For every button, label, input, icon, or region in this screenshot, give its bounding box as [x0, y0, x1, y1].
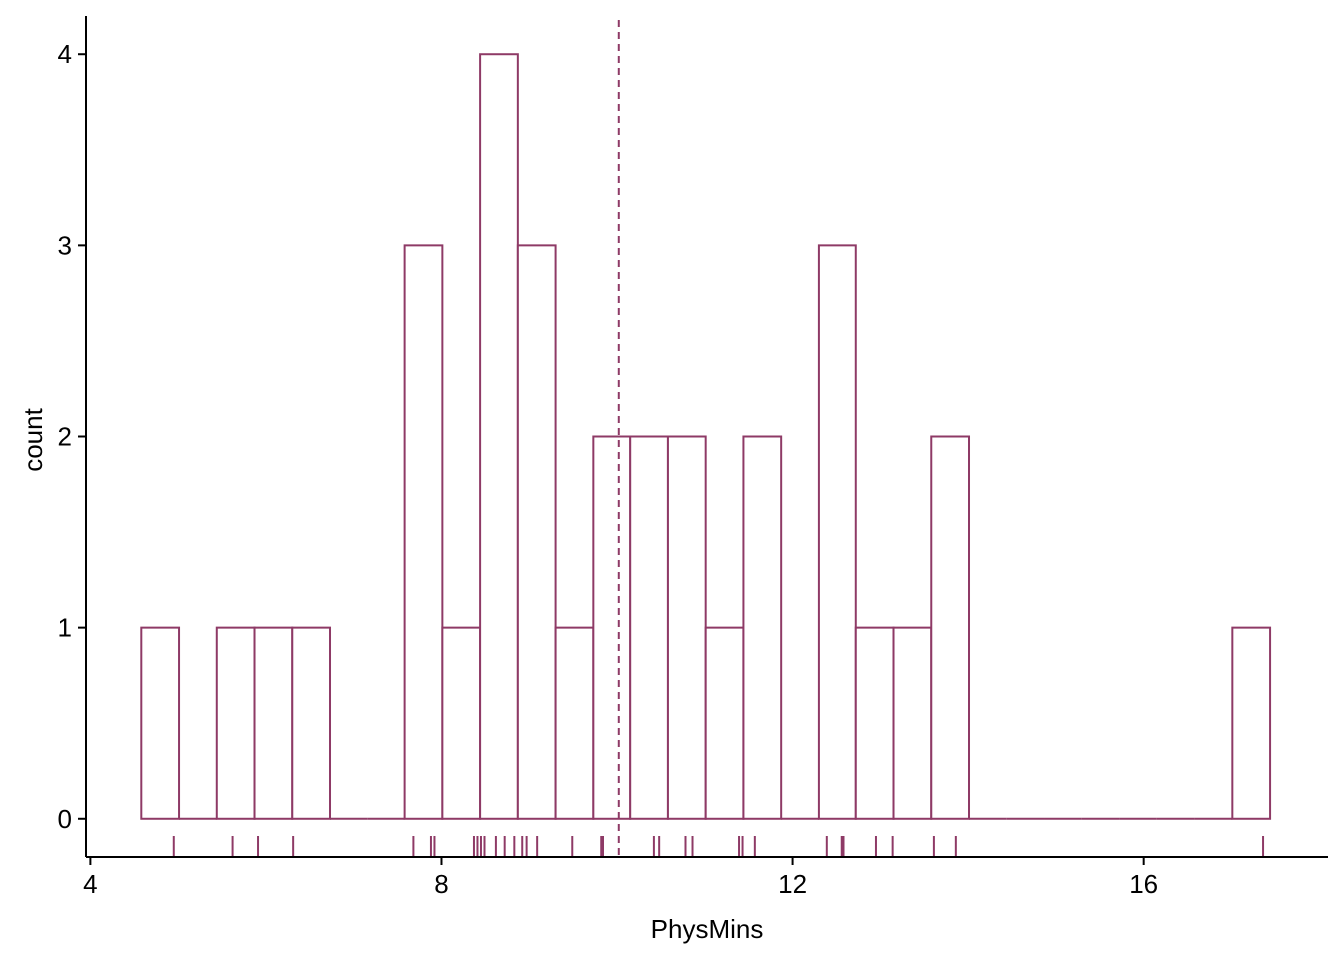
histogram-bar: [817, 244, 857, 820]
histogram-bar: [479, 53, 519, 820]
y-tick-label: 1: [58, 613, 72, 643]
y-tick-label: 0: [58, 804, 72, 834]
histogram-bar: [704, 626, 745, 820]
histogram-bar: [140, 626, 181, 820]
histogram-bar: [403, 244, 444, 820]
x-tick-label: 8: [434, 869, 448, 899]
histogram-bar: [930, 435, 971, 820]
histogram-bar: [666, 435, 707, 820]
y-axis-label: count: [18, 407, 48, 471]
histogram-bar: [441, 626, 482, 820]
histogram-bar: [516, 244, 557, 820]
y-tick-label: 4: [58, 39, 72, 69]
histogram-bar: [742, 435, 783, 820]
histogram-bar: [629, 435, 669, 820]
x-tick-label: 16: [1129, 869, 1158, 899]
histogram-bar: [892, 626, 933, 820]
histogram-bars: [140, 53, 1272, 820]
x-axis-label: PhysMins: [651, 914, 764, 944]
histogram-bar: [592, 435, 632, 820]
x-tick-label: 4: [83, 869, 97, 899]
histogram-bar: [854, 626, 895, 820]
x-tick-label: 12: [778, 869, 807, 899]
histogram-bar: [291, 626, 332, 820]
y-tick-label: 2: [58, 422, 72, 452]
y-tick-label: 3: [58, 230, 72, 260]
histogram-bar: [554, 626, 595, 820]
histogram-bar: [215, 626, 256, 820]
histogram-bar: [253, 626, 294, 820]
histogram-bar: [1231, 626, 1272, 820]
rug-marks: [172, 836, 1265, 858]
